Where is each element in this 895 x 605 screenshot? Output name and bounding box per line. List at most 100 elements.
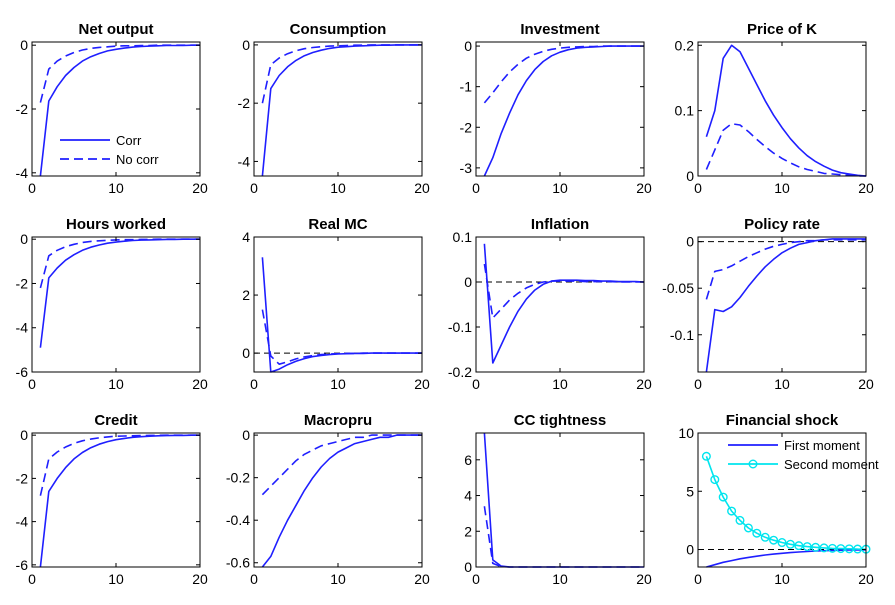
- data-point-marker: [853, 544, 863, 554]
- panel-title: Credit: [94, 412, 137, 429]
- data-point-marker: [794, 541, 804, 551]
- panel-10: Macropru 0 10 20 0 -0.2 -0.4 -0.6: [226, 412, 430, 587]
- y-tick-label: 2: [242, 287, 250, 303]
- data-point-marker: [735, 515, 745, 525]
- x-tick-label: 0: [472, 571, 480, 587]
- series-line-corr: [483, 432, 644, 568]
- panel-11: CC tightness 0 10 20 0 2 4 6: [464, 412, 652, 587]
- y-tick-label: 0: [20, 231, 28, 247]
- x-tick-label: 10: [774, 376, 790, 392]
- x-tick-label: 0: [28, 376, 36, 392]
- series-line-corr: [39, 238, 200, 348]
- legend-label: First moment: [784, 438, 860, 453]
- series-line-corr: [39, 44, 200, 177]
- panel-title: Inflation: [531, 216, 589, 233]
- panel-8: Policy rate 0 10 20 0 -0.05 -0.1: [662, 216, 874, 392]
- legend-label: Second moment: [784, 457, 879, 472]
- data-point-marker: [819, 543, 829, 553]
- y-tick-label: 0: [686, 234, 694, 250]
- panel-1: Net output 0 10 20 0 -2 -4 Corr No corr: [16, 21, 208, 196]
- y-tick-label: 0: [20, 37, 28, 53]
- x-tick-label: 10: [330, 376, 346, 392]
- y-tick-label: -0.4: [226, 512, 250, 528]
- panel-title: Financial shock: [726, 412, 839, 429]
- panel-title: Consumption: [290, 21, 387, 38]
- x-tick-label: 10: [108, 180, 124, 196]
- y-tick-label: -4: [16, 514, 29, 530]
- series-line-corr: [705, 238, 866, 373]
- legend-label: Corr: [116, 133, 142, 148]
- x-tick-label: 20: [858, 376, 874, 392]
- panel-5: Hours worked 0 10 20 0 -2 -4 -6: [16, 216, 208, 392]
- panel-3: Investment 0 10 20 0 -1 -2 -3: [460, 21, 652, 196]
- series-line-corr: [705, 44, 867, 177]
- x-tick-label: 0: [694, 376, 702, 392]
- data-point-marker: [811, 542, 821, 552]
- x-tick-label: 0: [472, 376, 480, 392]
- x-tick-label: 20: [636, 180, 652, 196]
- y-tick-label: 0: [242, 37, 250, 53]
- panel-title: Net output: [79, 21, 154, 38]
- y-tick-label: -6: [16, 557, 29, 573]
- panel-6: Real MC 0 10 20 0 2 4: [242, 216, 430, 392]
- data-point-marker: [760, 532, 770, 542]
- x-tick-label: 0: [694, 180, 702, 196]
- x-tick-label: 0: [28, 571, 36, 587]
- y-tick-label: -2: [238, 95, 251, 111]
- series-line-no-corr: [39, 44, 200, 103]
- panel-title: Hours worked: [66, 216, 166, 233]
- x-tick-label: 20: [636, 571, 652, 587]
- y-tick-label: -6: [16, 364, 29, 380]
- data-point-marker: [844, 544, 854, 554]
- panel-9: Credit 0 10 20 0 -2 -4 -6: [16, 412, 208, 587]
- x-tick-label: 0: [694, 571, 702, 587]
- y-tick-label: -2: [460, 119, 473, 135]
- series-line-no-corr: [483, 263, 644, 319]
- y-tick-label: 4: [464, 488, 472, 504]
- axes-box: [253, 41, 423, 177]
- data-point-marker: [785, 539, 795, 549]
- x-tick-label: 20: [414, 376, 430, 392]
- y-tick-label: -2: [16, 101, 29, 117]
- x-tick-label: 10: [552, 376, 568, 392]
- series-line-no-corr: [705, 239, 866, 300]
- y-tick-label: 4: [242, 229, 250, 245]
- x-tick-label: 20: [636, 376, 652, 392]
- x-tick-label: 10: [774, 571, 790, 587]
- y-tick-label: 0: [464, 274, 472, 290]
- panel-title: Real MC: [308, 216, 367, 233]
- x-tick-label: 10: [108, 571, 124, 587]
- data-point-marker: [727, 506, 737, 516]
- x-tick-label: 0: [250, 571, 258, 587]
- series-line-no-corr: [483, 45, 644, 104]
- y-tick-label: -2: [16, 275, 29, 291]
- axes-box: [253, 236, 423, 373]
- y-tick-label: 0: [242, 345, 250, 361]
- panel-title: Policy rate: [744, 216, 820, 233]
- data-point-marker: [752, 528, 762, 538]
- series-line-corr: [261, 434, 422, 568]
- series-line-no-corr: [483, 506, 644, 568]
- y-tick-label: -4: [16, 165, 29, 181]
- x-tick-label: 10: [330, 571, 346, 587]
- y-tick-label: 0: [464, 38, 472, 54]
- panel-12: Financial shock 0 10 20 10 5 0 First moment Seco…: [678, 412, 879, 587]
- data-point-marker: [802, 542, 812, 552]
- series-line-no-corr: [39, 434, 200, 496]
- x-tick-label: 10: [552, 180, 568, 196]
- series-line-no-corr: [705, 122, 866, 177]
- series-line-first-moment: [706, 549, 867, 568]
- y-tick-label: 0: [686, 168, 694, 184]
- y-tick-label: -0.6: [226, 555, 250, 571]
- series-line-no-corr: [261, 44, 422, 104]
- data-point-marker: [743, 523, 753, 533]
- data-point-marker: [777, 538, 787, 548]
- data-point-marker: [701, 451, 711, 461]
- y-tick-label: -2: [16, 470, 29, 486]
- legend-marker: [748, 459, 758, 469]
- x-tick-label: 20: [414, 571, 430, 587]
- series-line-corr: [483, 45, 644, 177]
- y-tick-label: 0: [20, 427, 28, 443]
- x-tick-label: 20: [192, 571, 208, 587]
